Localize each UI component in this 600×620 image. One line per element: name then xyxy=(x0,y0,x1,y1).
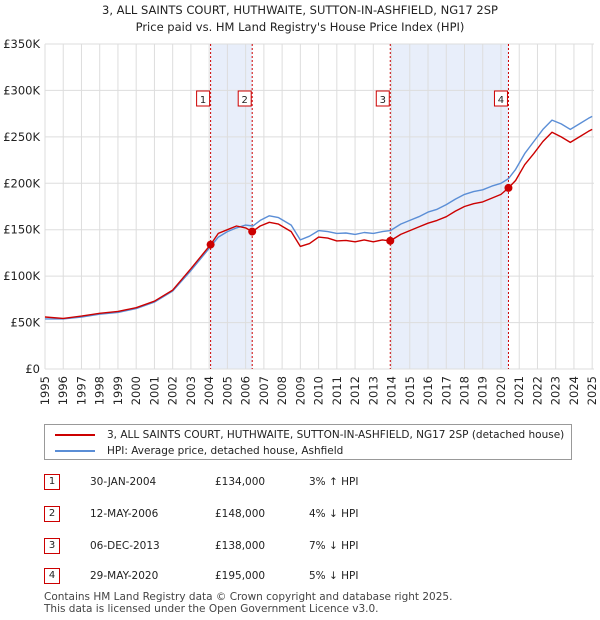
transaction-number: 3 xyxy=(44,538,60,554)
legend-swatch-hpi xyxy=(55,450,95,452)
footer-licence: This data is licensed under the Open Gov… xyxy=(44,603,379,615)
sale-label-box xyxy=(375,90,390,107)
shaded-span xyxy=(390,44,509,369)
x-tick-label: 2006 xyxy=(239,376,253,405)
transaction-number: 2 xyxy=(44,506,60,522)
transaction-date: 30-JAN-2004 xyxy=(90,476,157,488)
x-tick-label: 2009 xyxy=(293,376,307,405)
series-line xyxy=(44,128,593,320)
transaction-hpi-diff: 4% ↓ HPI xyxy=(309,508,359,520)
sale-label-box xyxy=(493,90,508,107)
legend-swatch-property xyxy=(55,434,95,436)
x-axis-ticks: 1995 1996 1997 1998 1999 2000 2001 2002 2003 2004… xyxy=(38,376,599,405)
sale-point xyxy=(206,240,215,249)
transaction-price: £148,000 xyxy=(215,508,266,520)
transaction-price: £195,000 xyxy=(215,570,266,582)
y-tick-label: £300K xyxy=(3,83,40,97)
legend-label-property: 3, ALL SAINTS COURT, HUTHWAITE, SUTTON-I… xyxy=(107,429,565,441)
y-tick-label: £350K xyxy=(3,37,40,51)
x-tick-label: 2025 xyxy=(585,376,599,405)
transaction-number: 4 xyxy=(44,568,60,584)
sale-points xyxy=(206,183,513,249)
legend-item-property: 3, ALL SAINTS COURT, HUTHWAITE, SUTTON-I… xyxy=(55,427,564,443)
transaction-price: £134,000 xyxy=(215,476,266,488)
x-tick-label: 2020 xyxy=(494,376,508,405)
sale-point xyxy=(504,183,513,192)
x-tick-label: 2011 xyxy=(330,376,344,405)
chart-subtitle: Price paid vs. HM Land Registry's House … xyxy=(136,20,465,34)
x-tick-label: 2008 xyxy=(275,376,289,405)
y-tick-label: £50K xyxy=(11,316,41,330)
sale-point xyxy=(386,236,395,245)
legend-label-hpi: HPI: Average price, detached house, Ashf… xyxy=(107,445,344,457)
x-tick-label: 2010 xyxy=(312,376,326,405)
y-axis-ticks: £0 £50K £100K £150K £200K £250K £300K £350K xyxy=(3,37,40,376)
sale-label: 4 xyxy=(498,95,504,106)
x-tick-label: 2019 xyxy=(476,376,490,405)
x-tick-label: 2002 xyxy=(166,376,180,405)
x-tick-label: 2005 xyxy=(220,376,234,405)
footer: Contains HM Land Registry data © Crown c… xyxy=(44,591,452,615)
sale-label: 2 xyxy=(242,95,248,106)
y-tick-label: £0 xyxy=(25,362,40,376)
transaction-hpi-diff: 3% ↑ HPI xyxy=(309,476,359,488)
x-tick-label: 1998 xyxy=(93,376,107,405)
y-tick-label: £150K xyxy=(3,223,40,237)
y-tick-label: £100K xyxy=(3,269,40,283)
transaction-number: 1 xyxy=(44,474,60,490)
sale-label: 3 xyxy=(380,95,386,106)
series-line xyxy=(45,115,593,320)
x-tick-label: 2003 xyxy=(184,376,198,405)
table-row: 3 06-DEC-2013 £138,000 7% ↓ HPI xyxy=(44,538,444,556)
x-tick-label: 2014 xyxy=(385,376,399,405)
x-tick-label: 2012 xyxy=(348,376,362,405)
sale-label: 1 xyxy=(200,95,206,106)
x-tick-label: 2013 xyxy=(366,376,380,405)
x-tick-label: 1995 xyxy=(38,376,52,405)
x-tick-label: 2017 xyxy=(439,376,453,405)
x-tick-label: 2016 xyxy=(421,376,435,405)
x-tick-label: 1996 xyxy=(56,376,70,405)
x-tick-label: 1997 xyxy=(74,376,88,405)
sale-point xyxy=(248,227,257,236)
transaction-price: £138,000 xyxy=(215,540,266,552)
transaction-date: 06-DEC-2013 xyxy=(90,540,160,552)
x-tick-label: 2001 xyxy=(147,376,161,405)
footer-copyright: Contains HM Land Registry data © Crown c… xyxy=(44,591,453,603)
x-tick-label: 2015 xyxy=(403,376,417,405)
transaction-hpi-diff: 5% ↓ HPI xyxy=(309,570,359,582)
sale-label-box xyxy=(237,90,252,107)
series-lines xyxy=(44,115,593,320)
transaction-date: 12-MAY-2006 xyxy=(90,508,159,520)
sale-label-box xyxy=(196,90,211,107)
x-tick-label: 2022 xyxy=(530,376,544,405)
table-row: 4 29-MAY-2020 £195,000 5% ↓ HPI xyxy=(44,568,444,586)
legend-item-hpi: HPI: Average price, detached house, Ashf… xyxy=(55,443,343,459)
x-tick-label: 2018 xyxy=(458,376,472,405)
x-tick-label: 2000 xyxy=(129,376,143,405)
table-row: 1 30-JAN-2004 £134,000 3% ↑ HPI xyxy=(44,474,444,492)
y-tick-label: £250K xyxy=(3,130,40,144)
y-tick-label: £200K xyxy=(3,176,40,190)
x-tick-label: 2007 xyxy=(257,376,271,405)
grid-lines xyxy=(44,43,594,370)
x-tick-label: 2023 xyxy=(549,376,563,405)
price-chart: 3, ALL SAINTS COURT, HUTHWAITE, SUTTON-I… xyxy=(3,3,599,405)
x-tick-label: 2004 xyxy=(202,376,216,405)
x-tick-label: 2021 xyxy=(512,376,526,405)
x-tick-label: 1999 xyxy=(111,376,125,405)
chart-title: 3, ALL SAINTS COURT, HUTHWAITE, SUTTON-I… xyxy=(102,3,498,17)
legend: 3, ALL SAINTS COURT, HUTHWAITE, SUTTON-I… xyxy=(44,424,572,460)
x-tick-label: 2024 xyxy=(567,376,581,405)
transaction-hpi-diff: 7% ↓ HPI xyxy=(309,540,359,552)
table-row: 2 12-MAY-2006 £148,000 4% ↓ HPI xyxy=(44,506,444,524)
sale-labels: 1 2 3 4 xyxy=(196,90,508,107)
transaction-date: 29-MAY-2020 xyxy=(90,570,159,582)
